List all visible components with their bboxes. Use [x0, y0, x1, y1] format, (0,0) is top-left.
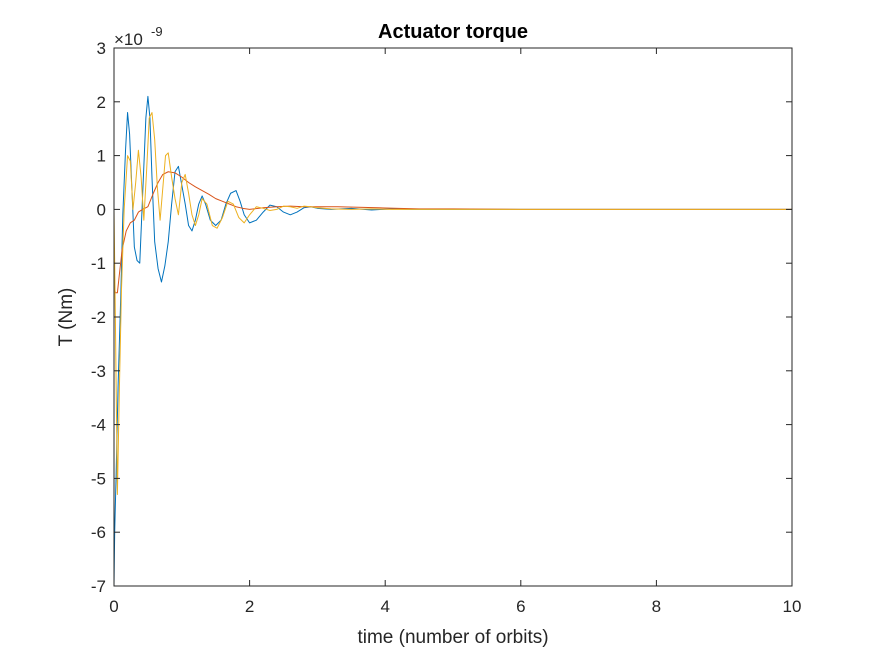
x-tick-label: 2: [245, 597, 254, 616]
y-tick-label: 2: [97, 93, 106, 112]
x-tick-label: 8: [652, 597, 661, 616]
y-multiplier-base: ×10: [114, 30, 143, 49]
y-tick-label: -2: [91, 308, 106, 327]
x-tick-label: 10: [783, 597, 802, 616]
x-tick-label: 6: [516, 597, 525, 616]
series-line-1: [113, 95, 792, 587]
y-tick-label: -3: [91, 362, 106, 381]
y-ticks: 3 2 1 0 -1 -2 -3 -4 -5 -6 -7: [91, 39, 792, 596]
x-axis-label: time (number of orbits): [357, 627, 548, 648]
series-line-3: [113, 112, 792, 496]
y-tick-label: 3: [97, 39, 106, 58]
y-tick-label: -7: [91, 577, 106, 596]
y-axis-label: T (Nm): [56, 288, 77, 347]
series-layer: [113, 95, 792, 587]
chart-title: Actuator torque: [378, 21, 528, 43]
y-tick-label: 1: [97, 147, 106, 166]
y-multiplier: ×10 -9: [114, 24, 163, 49]
series-line-2: [113, 171, 792, 294]
y-tick-label: -6: [91, 523, 106, 542]
y-tick-label: -5: [91, 469, 106, 488]
x-ticks: 0 2 4 6 8 10: [109, 48, 801, 616]
x-tick-label: 0: [109, 597, 118, 616]
y-tick-label: -4: [91, 416, 106, 435]
y-tick-label: 0: [97, 200, 106, 219]
plot-area: [114, 48, 792, 586]
y-tick-label: -1: [91, 254, 106, 273]
y-multiplier-exponent: -9: [151, 24, 163, 39]
x-tick-label: 4: [380, 597, 389, 616]
